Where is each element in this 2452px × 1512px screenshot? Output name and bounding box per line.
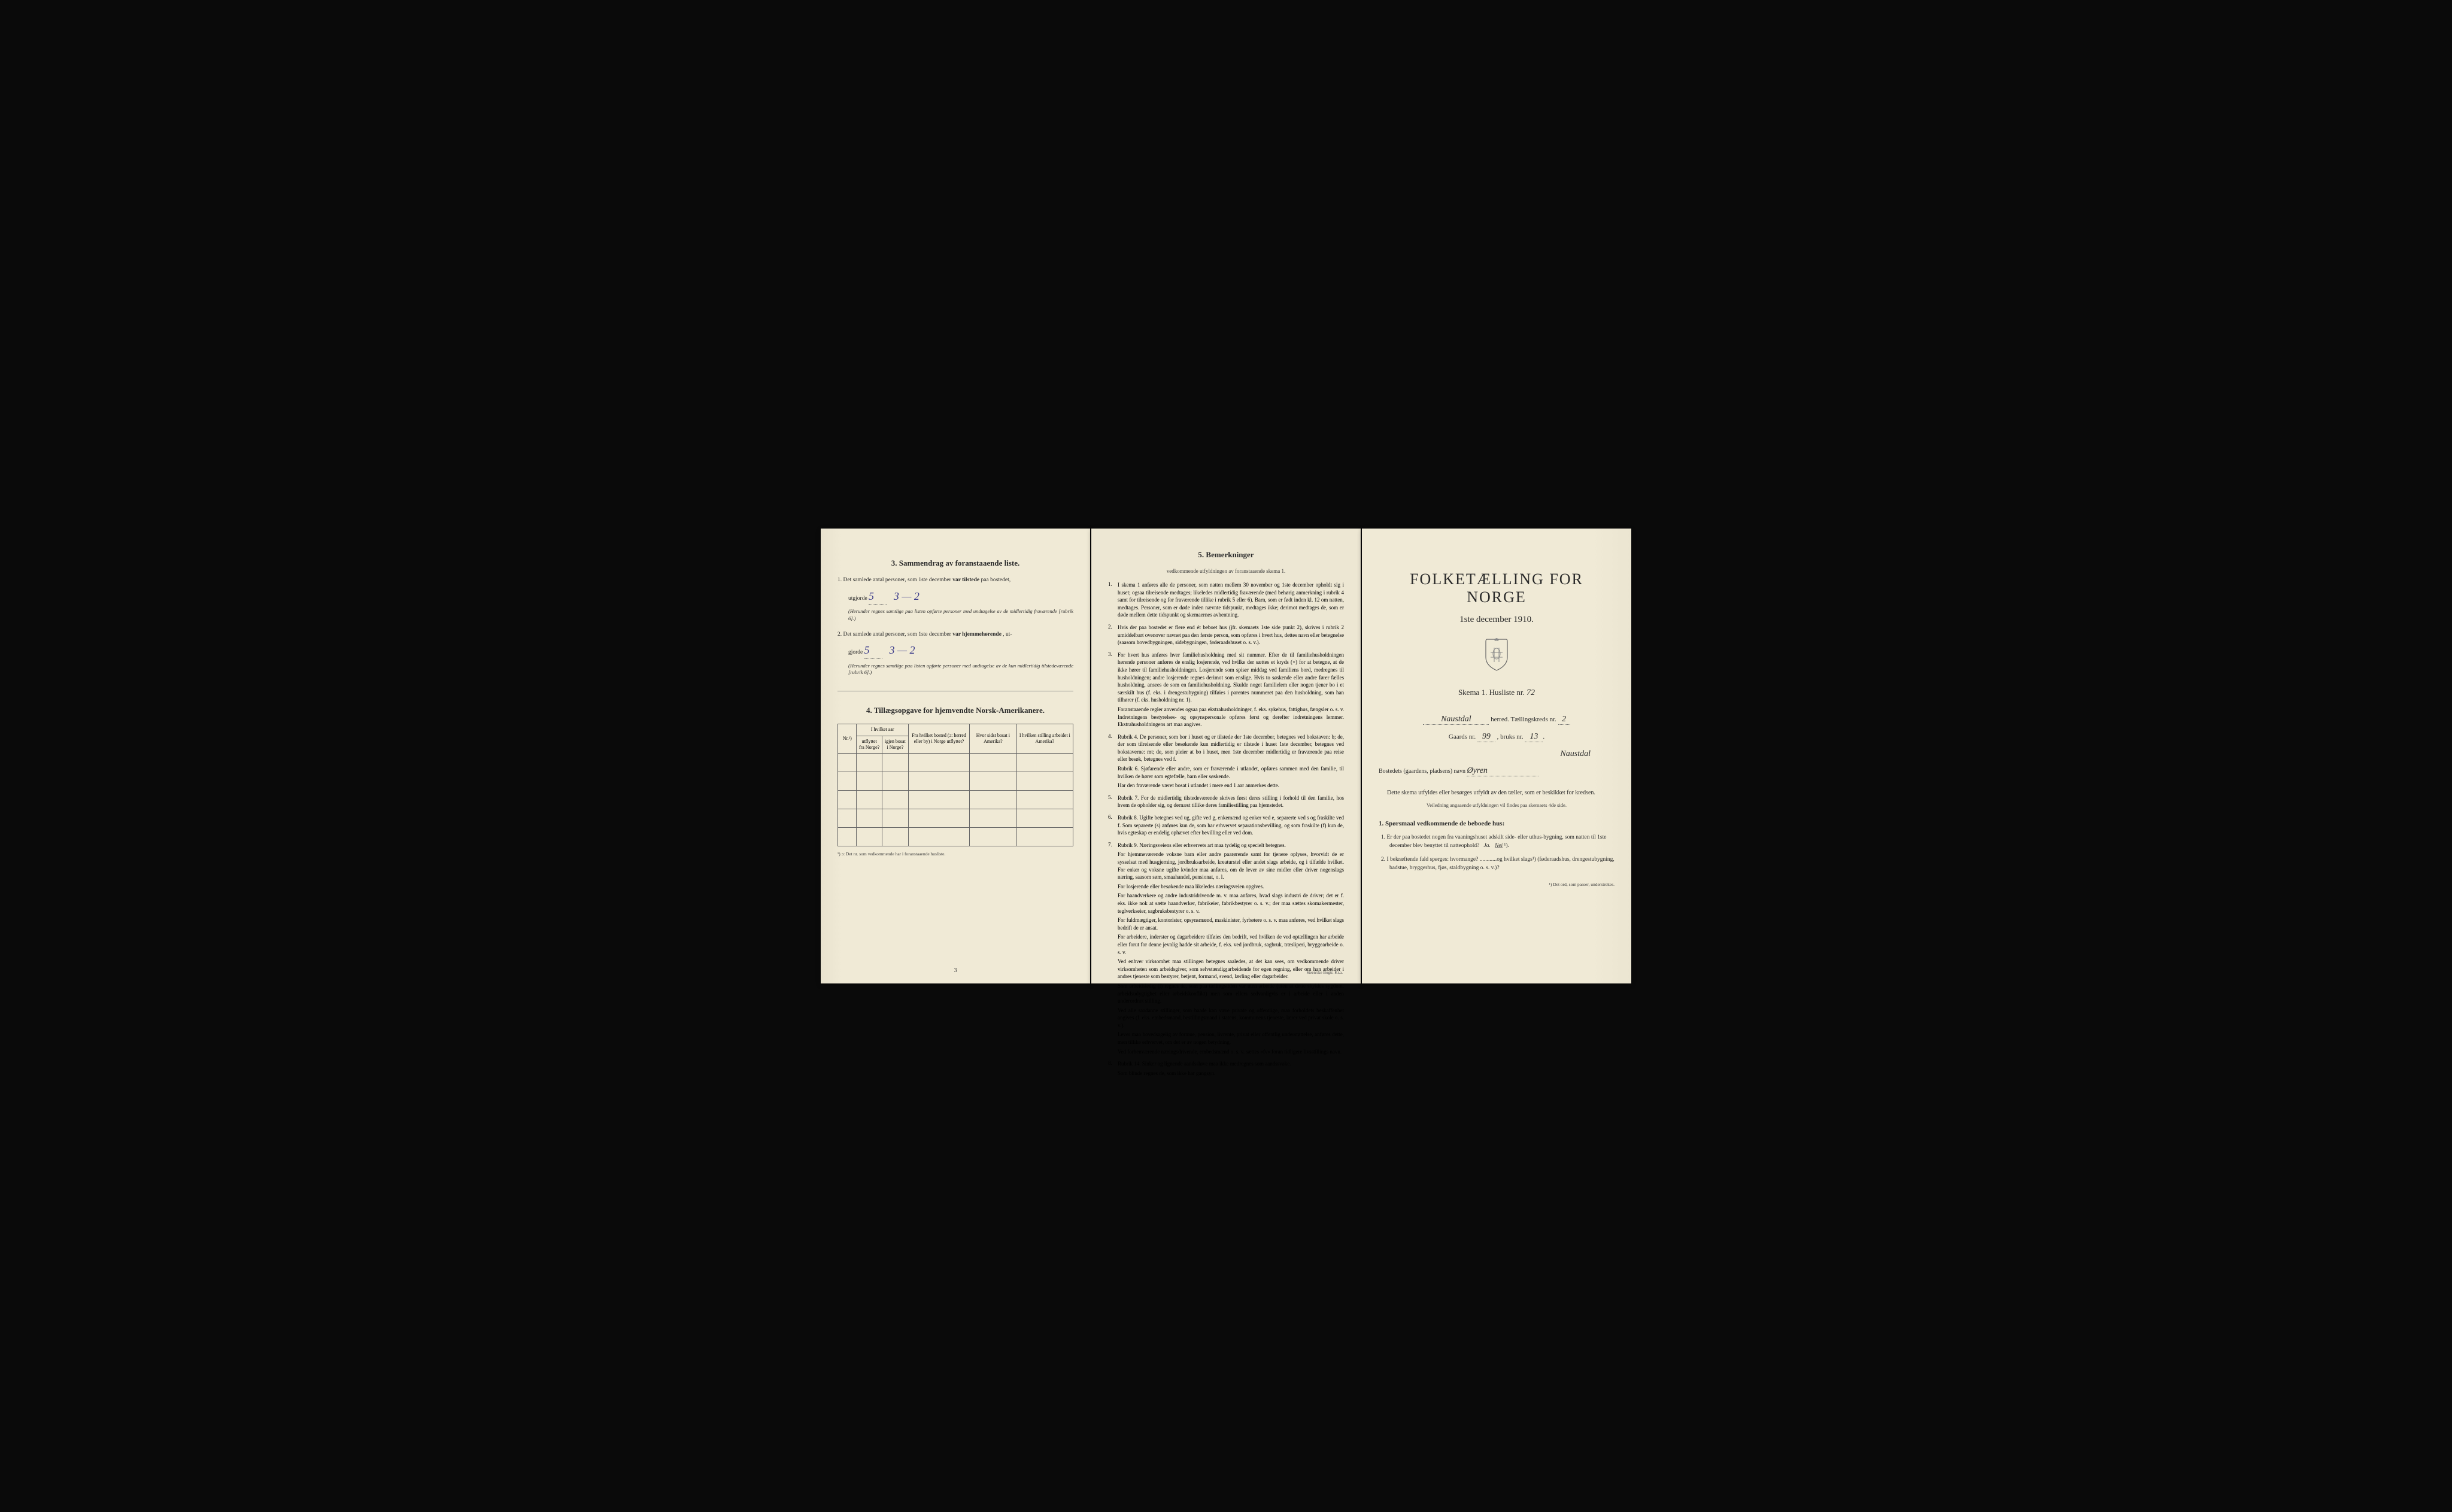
- gjorde-label: gjorde: [848, 649, 863, 655]
- skema-label: Skema 1. Husliste nr.: [1458, 688, 1525, 697]
- footnote-right: ¹) Det ord, som passer, understrekes.: [1379, 882, 1615, 887]
- col-nr: Nr.¹): [838, 724, 857, 754]
- item-number: 1.: [1108, 581, 1118, 619]
- amerikanere-table-wrapper: Nr.¹) I hvilket aar Fra hvilket bosted (…: [837, 724, 1073, 846]
- item-number: 2.: [1108, 624, 1118, 646]
- instruction-small: Veiledning angaaende utfyldningen vil fi…: [1379, 802, 1615, 808]
- bosted-navn: Øyren: [1467, 766, 1487, 775]
- bemerkning-item: 2.Hvis der paa bostedet er flere end ét …: [1108, 624, 1344, 646]
- main-title: FOLKETÆLLING FOR NORGE: [1379, 570, 1615, 606]
- sub-title: 1ste december 1910.: [1379, 615, 1615, 625]
- table-row: [838, 791, 1073, 809]
- table-row: [838, 828, 1073, 846]
- item-content: Rubrik 14. Sinker og lignende aandssløve…: [1118, 1060, 1344, 1077]
- note-2: (Herunder regnes samtlige paa listen opf…: [848, 663, 1073, 677]
- page-1-cover: FOLKETÆLLING FOR NORGE 1ste december 191…: [1362, 529, 1631, 983]
- col-aar: I hvilket aar: [857, 724, 908, 736]
- section-3-header: 3. Sammendrag av foranstaaende liste.: [837, 558, 1073, 568]
- bosted-line: Bostedets (gaardens, pladsens) navn Øyre…: [1379, 766, 1615, 776]
- herred-line: Naustdal herred. Tællingskreds nr. 2: [1379, 715, 1615, 725]
- item-content: I skema 1 anføres alle de personer, som …: [1118, 581, 1344, 619]
- herred-label: herred. Tællingskreds nr.: [1491, 716, 1556, 723]
- utgjorde-line-1: utgjorde 5 3 — 2: [848, 588, 1073, 605]
- bemerkning-item: 4.Rubrik 4. De personer, som bor i huset…: [1108, 733, 1344, 790]
- amerikanere-table: Nr.¹) I hvilket aar Fra hvilket bosted (…: [837, 724, 1073, 846]
- table-row: [838, 809, 1073, 828]
- hw-count-2: 5: [864, 644, 870, 656]
- section3-item1: 1. Det samlede antal personer, som 1ste …: [837, 576, 1073, 585]
- section3-item2: 2. Det samlede antal personer, som 1ste …: [837, 631, 1073, 639]
- bemerkning-item: 5.Rubrik 7. For de midlertidig tilstedev…: [1108, 794, 1344, 809]
- item1-suffix: paa bostedet,: [981, 577, 1011, 583]
- naustdal-line2: Naustdal: [1379, 749, 1615, 759]
- item-number: 4.: [1108, 733, 1118, 790]
- item-content: Rubrik 7. For de midlertidig tilstedevær…: [1118, 794, 1344, 809]
- section-4-header: 4. Tillægsopgave for hjemvendte Norsk-Am…: [837, 706, 1073, 715]
- col-hvor: Hvor sidst bosat i Amerika?: [970, 724, 1017, 754]
- gaards-label: Gaards nr.: [1449, 733, 1476, 740]
- item-number: 5.: [1108, 794, 1118, 809]
- bemerkning-item: 3.For hvert hus anføres hver familiehush…: [1108, 651, 1344, 728]
- skema-line: Skema 1. Husliste nr. 72: [1379, 688, 1615, 698]
- utgjorde-label: utgjorde: [848, 596, 867, 602]
- item2-bold: var hjemmehørende: [952, 631, 1002, 637]
- document-container: 3. Sammendrag av foranstaaende liste. 1.…: [809, 505, 1643, 1007]
- question-1: 1. Er der paa bostedet nogen fra vaaning…: [1389, 833, 1615, 851]
- page-4: 5. Bemerkninger vedkommende utfyldningen…: [1091, 529, 1361, 983]
- section-5-sub: vedkommende utfyldningen av foranstaaend…: [1108, 568, 1344, 574]
- section4-footnote: ¹) ɔ: Det nr. som vedkommende har i fora…: [837, 851, 1073, 857]
- gaards-nr: 99: [1482, 732, 1491, 741]
- col-stilling: I hvilken stilling arbeidet i Amerika?: [1016, 724, 1073, 754]
- instruction-text: Dette skema utfyldes eller besørges utfy…: [1379, 788, 1615, 797]
- item1-bold: var tilstede: [952, 577, 979, 583]
- col-utflyttet: utflyttet fra Norge?: [857, 736, 882, 754]
- gjorde-line-2: gjorde 5 3 — 2: [848, 642, 1073, 658]
- item-number: 7.: [1108, 842, 1118, 1055]
- table-row: [838, 754, 1073, 772]
- table-row: [838, 772, 1073, 791]
- bemerkning-item: 7.Rubrik 9. Næringsveiens eller erhverve…: [1108, 842, 1344, 1055]
- gaards-line: Gaards nr. 99 , bruks nr. 13.: [1379, 732, 1615, 742]
- bruks-nr: 13: [1530, 732, 1538, 741]
- col-bosted: Fra hvilket bosted (ɔ: herred eller by) …: [908, 724, 969, 754]
- hw-tally-2: 3 — 2: [890, 644, 915, 656]
- herred-handwritten: Naustdal: [1441, 715, 1471, 724]
- item-content: Rubrik 8. Ugifte betegnes ved ug, gifte …: [1118, 814, 1344, 837]
- kreds-nr: 2: [1562, 715, 1566, 724]
- bemerkning-item: 1.I skema 1 anføres alle de personer, so…: [1108, 581, 1344, 619]
- item-content: Rubrik 4. De personer, som bor i huset o…: [1118, 733, 1344, 790]
- page-number-3: 3: [954, 967, 957, 974]
- note-1: (Herunder regnes samtlige paa listen opf…: [848, 608, 1073, 623]
- question-header: 1. Spørsmaal vedkommende de beboede hus:: [1379, 820, 1615, 827]
- hw-count-1: 5: [869, 590, 874, 602]
- page-3: 3. Sammendrag av foranstaaende liste. 1.…: [821, 529, 1090, 983]
- hw-tally-1: 3 — 2: [894, 590, 920, 602]
- section-5-header: 5. Bemerkninger: [1108, 550, 1344, 560]
- bosted-label: Bostedets (gaardens, pladsens) navn: [1379, 768, 1465, 775]
- item-content: For hvert hus anføres hver familiehushol…: [1118, 651, 1344, 728]
- question-2: 2. I bekræftende fald spørges: hvormange…: [1389, 855, 1615, 873]
- item-number: 3.: [1108, 651, 1118, 728]
- col-igjen: igjen bosat i Norge?: [882, 736, 908, 754]
- page-number-4: 4: [1225, 967, 1228, 974]
- printer-note: Steen'ske Bogtr. Kr.a.: [1306, 970, 1343, 975]
- item-content: Rubrik 9. Næringsveiens eller erhvervets…: [1118, 842, 1344, 1055]
- coat-of-arms-icon: [1379, 637, 1615, 676]
- item-content: Hvis der paa bostedet er flere end ét be…: [1118, 624, 1344, 646]
- skema-nr: 72: [1527, 688, 1535, 697]
- item1-prefix: 1. Det samlede antal personer, som 1ste …: [837, 577, 951, 583]
- bemerkning-item: 8.Rubrik 14. Sinker og lignende aandsslø…: [1108, 1060, 1344, 1077]
- item-number: 6.: [1108, 814, 1118, 837]
- item2-prefix: 2. Det samlede antal personer, som 1ste …: [837, 631, 951, 637]
- item-number: 8.: [1108, 1060, 1118, 1077]
- naustdal-2: Naustdal: [1560, 749, 1591, 758]
- bemerkning-item: 6.Rubrik 8. Ugifte betegnes ved ug, gift…: [1108, 814, 1344, 837]
- bemerkninger-list: 1.I skema 1 anføres alle de personer, so…: [1108, 581, 1344, 1077]
- item2-suffix: , ut-: [1003, 631, 1012, 637]
- bruks-label: , bruks nr.: [1497, 733, 1524, 740]
